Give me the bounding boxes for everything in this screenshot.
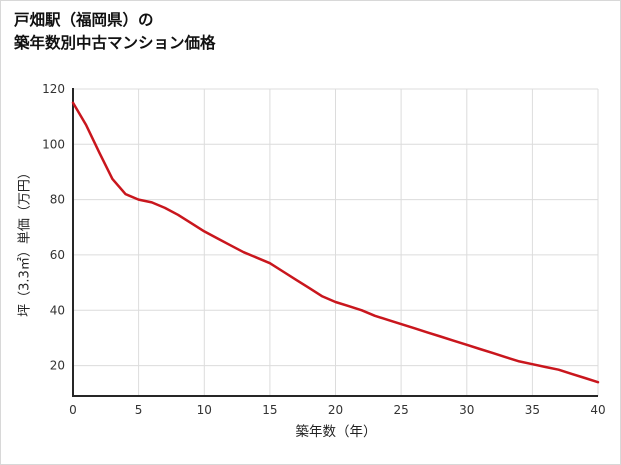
x-tick-label: 20 bbox=[328, 403, 343, 417]
y-tick-label: 60 bbox=[50, 248, 65, 262]
price-line bbox=[71, 101, 600, 384]
x-tick-label: 5 bbox=[135, 403, 143, 417]
y-tick-label: 20 bbox=[50, 359, 65, 373]
y-axis-label: 坪（3.3㎡）単価（万円） bbox=[17, 166, 33, 317]
chart-title: 戸畑駅（福岡県）の 築年数別中古マンション価格 bbox=[14, 9, 216, 55]
x-tick-label: 10 bbox=[197, 403, 212, 417]
chart-title-line1: 戸畑駅（福岡県）の bbox=[14, 11, 154, 29]
y-tick-label: 100 bbox=[42, 137, 65, 151]
x-tick-label: 25 bbox=[393, 403, 408, 417]
x-tick-label: 40 bbox=[590, 403, 605, 417]
x-tick-label: 0 bbox=[69, 403, 77, 417]
x-tick-label: 35 bbox=[525, 403, 540, 417]
chart-title-line2: 築年数別中古マンション価格 bbox=[14, 34, 216, 52]
y-tick-label: 120 bbox=[42, 82, 65, 96]
y-tick-label: 40 bbox=[50, 303, 65, 317]
x-tick-label: 30 bbox=[459, 403, 474, 417]
x-axis-label: 築年数（年） bbox=[295, 424, 377, 440]
y-tick-label: 80 bbox=[50, 193, 65, 207]
x-tick-label: 15 bbox=[262, 403, 277, 417]
